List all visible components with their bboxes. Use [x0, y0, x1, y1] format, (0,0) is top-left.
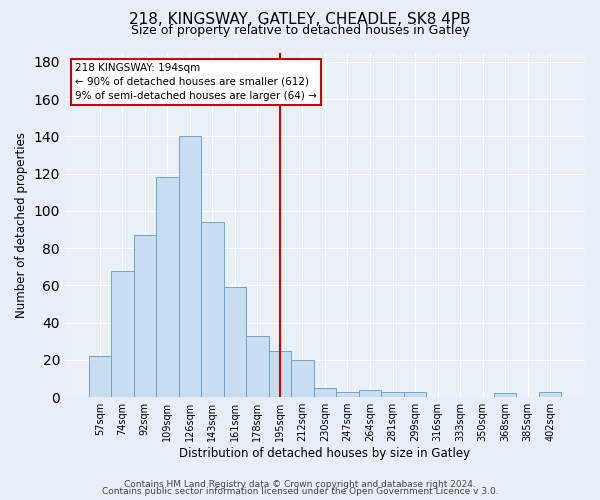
Bar [89, 356, 111, 397]
Bar [156, 178, 179, 397]
Text: 218 KINGSWAY: 194sqm
← 90% of detached houses are smaller (612)
9% of semi-detac: 218 KINGSWAY: 194sqm ← 90% of detached h… [76, 63, 317, 101]
Bar [336, 392, 359, 397]
Bar [291, 360, 314, 397]
Bar [179, 136, 201, 397]
Bar [134, 235, 156, 397]
Bar [201, 222, 224, 397]
Bar [246, 336, 269, 397]
Text: Contains HM Land Registry data © Crown copyright and database right 2024.: Contains HM Land Registry data © Crown c… [124, 480, 476, 489]
Bar [314, 388, 336, 397]
Bar [494, 394, 517, 397]
Bar [269, 350, 291, 397]
Bar [224, 288, 246, 397]
Bar [404, 392, 426, 397]
Y-axis label: Number of detached properties: Number of detached properties [15, 132, 28, 318]
Text: Size of property relative to detached houses in Gatley: Size of property relative to detached ho… [131, 24, 469, 37]
X-axis label: Distribution of detached houses by size in Gatley: Distribution of detached houses by size … [179, 447, 470, 460]
Bar [359, 390, 381, 397]
Text: Contains public sector information licensed under the Open Government Licence v : Contains public sector information licen… [101, 487, 499, 496]
Bar [539, 392, 562, 397]
Bar [111, 270, 134, 397]
Text: 218, KINGSWAY, GATLEY, CHEADLE, SK8 4PB: 218, KINGSWAY, GATLEY, CHEADLE, SK8 4PB [129, 12, 471, 28]
Bar [381, 392, 404, 397]
